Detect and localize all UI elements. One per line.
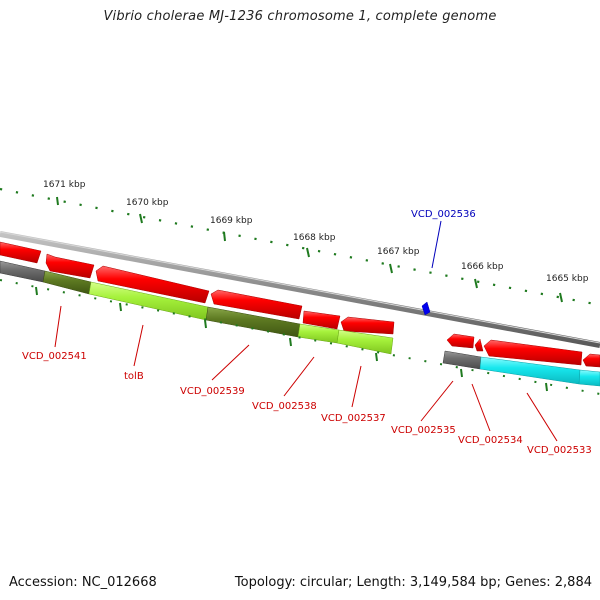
leader-line	[211, 344, 250, 381]
leader-line	[471, 383, 491, 432]
gene-label: tolB	[124, 371, 144, 382]
leader-line	[283, 356, 315, 397]
scale-label: 1669 kbp	[210, 216, 253, 226]
inner-scale-tick	[460, 368, 463, 378]
inner-scale-tick	[35, 286, 38, 296]
cog-block-lime	[336, 329, 394, 355]
scale-major-tick	[139, 213, 143, 224]
accession-text: Accession: NC_012668	[9, 575, 157, 590]
inner-scale-tick	[119, 302, 122, 312]
cog-block-grey	[442, 350, 482, 370]
gene-label: VCD_002535	[391, 425, 456, 436]
leader-line	[431, 220, 442, 269]
gene-label: VCD_002536	[411, 209, 476, 220]
cog-block-cyan	[578, 369, 600, 387]
leader-line	[351, 365, 362, 408]
gene-label-leaders	[54, 220, 558, 442]
scale-label: 1665 kbp	[546, 274, 589, 284]
scale-label: 1670 kbp	[126, 198, 169, 208]
leader-line	[54, 305, 62, 348]
scale-major-tick	[223, 231, 226, 242]
gene-label: VCD_002537	[321, 413, 386, 424]
leader-line	[133, 324, 144, 367]
cds-arrow	[95, 265, 210, 304]
scale-major-tick	[389, 263, 393, 274]
cds-arrow	[582, 353, 600, 368]
cds-arrow	[446, 333, 475, 349]
leader-line	[526, 392, 558, 442]
scale-label: 1668 kbp	[293, 233, 336, 243]
inner-scale-tick	[204, 319, 207, 329]
cds-arrow	[340, 316, 395, 335]
reverse-cds-arrow	[421, 301, 431, 316]
gene-label: VCD_002533	[527, 445, 592, 456]
genome-backbone-highlight	[0, 231, 600, 344]
inner-scale-tick	[545, 382, 548, 392]
inner-scale-track	[0, 279, 600, 395]
cds-arrow	[302, 310, 341, 330]
cds-arrow	[0, 241, 42, 264]
outer-scale-track	[0, 187, 600, 307]
scale-label: 1667 kbp	[377, 247, 420, 257]
gene-label: VCD_002538	[252, 401, 317, 412]
gene-label: VCD_002541	[22, 351, 87, 362]
gene-label: VCD_002539	[180, 386, 245, 397]
scale-label: 1671 kbp	[43, 180, 86, 190]
scale-major-tick	[559, 292, 563, 303]
leader-line	[420, 380, 454, 422]
scale-major-tick	[306, 247, 310, 258]
scale-major-tick	[474, 278, 478, 289]
scale-major-tick	[56, 196, 59, 206]
cog-category-track	[0, 260, 600, 387]
scale-label: 1666 kbp	[461, 262, 504, 272]
forward-cds-track	[0, 241, 600, 368]
inner-scale-tick	[375, 352, 378, 362]
cds-arrow	[45, 253, 95, 279]
cds-arrow	[210, 289, 303, 320]
genome-backbone	[0, 231, 600, 348]
cds-arrow	[474, 338, 484, 352]
genome-summary-text: Topology: circular; Length: 3,149,584 bp…	[234, 575, 592, 590]
gene-label: VCD_002534	[458, 435, 523, 446]
inner-scale-tick	[289, 337, 292, 347]
inner-scale-dots	[0, 279, 600, 395]
cds-arrow	[483, 339, 583, 366]
figure-title: Vibrio cholerae MJ-1236 chromosome 1, co…	[103, 9, 497, 24]
cog-block-grey	[0, 260, 46, 283]
